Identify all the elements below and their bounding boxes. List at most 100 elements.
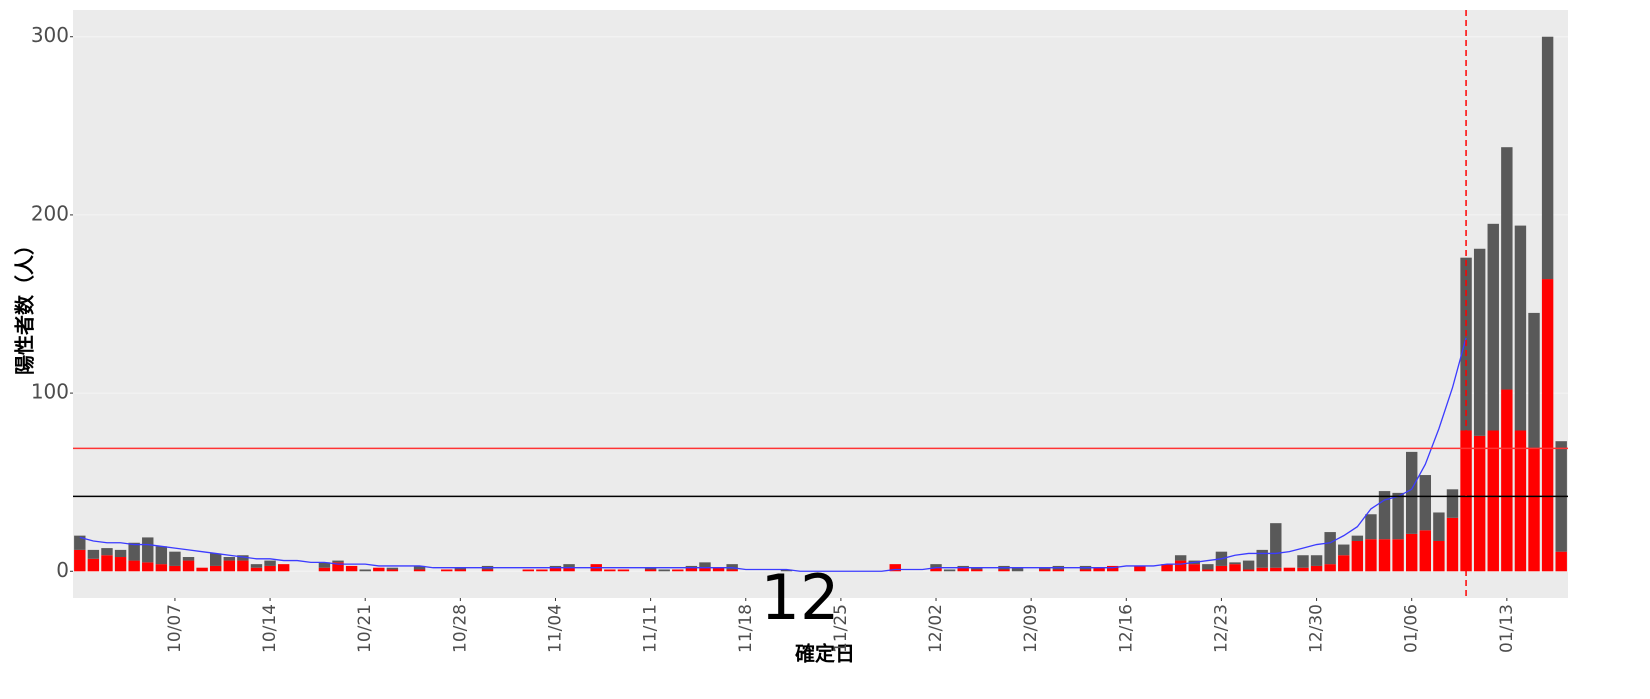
bar [1378,539,1391,572]
bar [712,567,725,572]
bar [1039,569,1051,572]
bar [1541,36,1554,280]
bar [1378,491,1391,540]
bar [1473,435,1486,572]
bar [1174,560,1187,572]
bar [1514,225,1527,431]
bar [1215,565,1228,572]
bar [386,569,399,572]
bar [1365,539,1377,572]
bar [413,569,426,572]
bar [223,560,236,572]
bar [943,569,956,572]
bar [1405,451,1418,534]
bar [672,569,684,572]
bar [1446,517,1459,572]
bar [1365,514,1377,540]
bar [142,537,154,563]
bar [685,565,698,568]
bar [1473,248,1486,436]
bar [128,560,140,572]
bar [1256,549,1268,568]
bar [1229,562,1241,565]
bar [1514,430,1527,572]
moving-average-line [79,337,1467,572]
bar [971,569,983,572]
bar [1338,544,1350,556]
bar [726,569,738,572]
bar [223,557,236,561]
bar [1310,565,1323,572]
bar [250,564,263,568]
bar [250,567,263,572]
x-axis-label: 確定日 [795,642,855,666]
bar [318,562,331,568]
bar [142,562,154,572]
bar [155,546,168,565]
bar [1093,567,1105,572]
plot-panel [73,10,1568,598]
bar [644,567,657,570]
bar [1202,569,1214,572]
bar [196,567,208,572]
bar [359,569,371,572]
bar [182,557,195,561]
y-tick-label: 100 [31,380,69,404]
bar [1242,560,1255,570]
bar [930,564,942,568]
bar [549,567,562,572]
x-tick-label: 12/09 [1021,604,1041,653]
x-tick-label: 11/11 [641,604,661,653]
bar [1338,555,1350,572]
bar [1242,569,1255,572]
bar [264,565,276,572]
bar [726,564,738,570]
bar [563,567,575,572]
bar [1446,489,1459,518]
bar [74,549,86,572]
bar [1405,533,1418,572]
bar [1555,551,1567,572]
bar [1270,523,1282,568]
x-tick-label: 12/16 [1116,604,1136,653]
bar [1134,565,1146,572]
bar [1283,567,1296,572]
bar [549,565,562,568]
bar [1106,565,1119,572]
bar [237,555,249,561]
bar [373,567,385,572]
x-tick-label: 11/04 [545,604,565,653]
bar [957,567,969,572]
bar [264,560,276,566]
bar [971,567,983,570]
bar [209,553,222,566]
bar [87,558,100,572]
bar [386,567,399,570]
bar [957,565,969,568]
bar [1188,564,1200,572]
bar [536,569,548,572]
bar [1270,567,1282,572]
bar [481,569,494,572]
bar [454,567,467,570]
bar [114,557,127,572]
bar [1079,569,1092,572]
x-tick-label: 12/02 [926,604,946,653]
bar [209,565,222,572]
bar [237,560,249,572]
bar [413,565,426,570]
bar [1433,512,1445,541]
bar [1487,430,1499,572]
x-tick-label: 10/14 [260,604,280,653]
bar [128,542,140,561]
bar [155,564,168,572]
bar [114,549,127,558]
bar [1297,567,1309,572]
bar [1324,564,1336,572]
bar [1528,312,1540,449]
bar [1501,147,1513,390]
bar [87,549,100,559]
bar [182,560,195,572]
bar [441,569,453,572]
